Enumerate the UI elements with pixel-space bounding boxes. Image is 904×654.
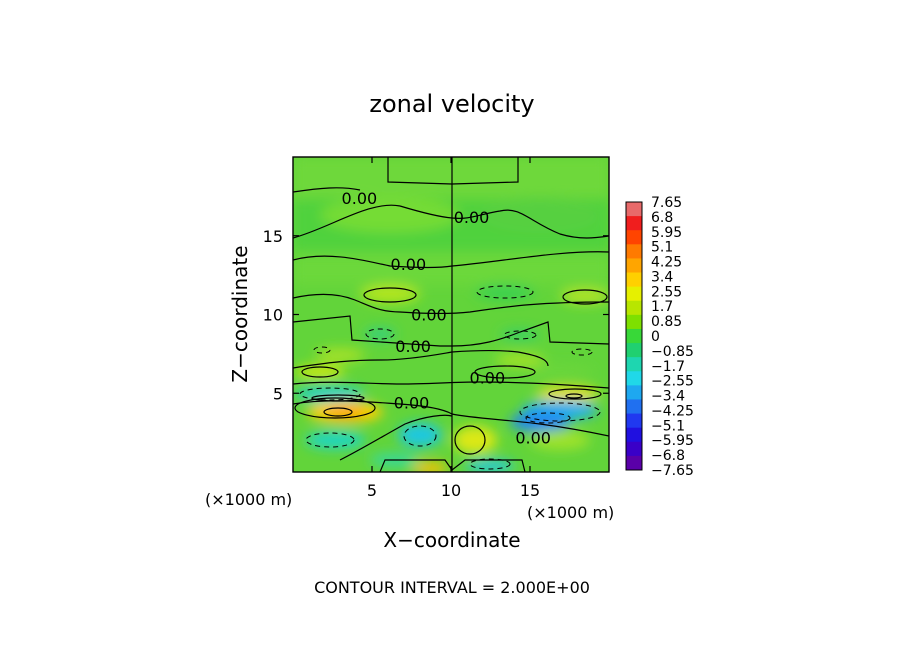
colorbar-label-6: 2.55 — [651, 284, 682, 300]
colorbar-label-18: −7.65 — [651, 463, 694, 479]
contour-label-1: 0.00 — [454, 208, 490, 227]
colorbar-label-15: −5.1 — [651, 418, 685, 434]
colorbar-swatch-4 — [626, 258, 642, 274]
colorbar: 7.656.85.955.14.253.42.551.70.850−0.85−1… — [625, 195, 694, 479]
x-unit-right: (×1000 m) — [527, 503, 614, 522]
colorbar-label-1: 6.8 — [651, 210, 673, 226]
colorbar-swatch-7 — [626, 300, 642, 316]
negative-contours — [299, 285, 601, 470]
contour-label-0: 0.00 — [342, 189, 378, 208]
colorbar-label-9: 0 — [651, 329, 660, 345]
y-tick-label-0: 5 — [273, 384, 283, 403]
colorbar-swatch-9 — [626, 328, 642, 344]
colorbar-label-12: −2.55 — [651, 374, 694, 390]
colorbar-label-0: 7.65 — [651, 195, 682, 211]
colorbar-label-8: 0.85 — [651, 314, 682, 330]
plot-area: 0.00 0.00 0.00 0.00 0.00 0.00 0.00 0.00 — [293, 157, 609, 472]
colorbar-swatch-3 — [626, 244, 642, 259]
contour-label-2: 0.00 — [391, 255, 427, 274]
velocity-field — [293, 157, 609, 472]
colorbar-swatch-12 — [626, 371, 642, 386]
chart-title: zonal velocity — [369, 90, 534, 118]
x-tick-label-2: 15 — [520, 481, 540, 500]
colorbar-swatch-16 — [626, 427, 642, 443]
contour-label-6: 0.00 — [394, 394, 430, 413]
colorbar-label-17: −6.8 — [651, 448, 685, 464]
colorbar-frame — [625, 201, 643, 471]
contour-label-3: 0.00 — [411, 306, 447, 325]
colorbar-swatch-5 — [626, 272, 642, 288]
colorbar-label-4: 4.25 — [651, 255, 682, 271]
y-axis-label: Z−coordinate — [228, 245, 252, 382]
colorbar-label-13: −3.4 — [651, 389, 685, 405]
y-tick-label-1: 10 — [263, 306, 283, 325]
colorbar-swatch-14 — [626, 399, 642, 415]
contour-interval-footer: CONTOUR INTERVAL = 2.000E+00 — [314, 578, 590, 597]
colorbar-swatch-10 — [626, 343, 642, 358]
contour-label-5: 0.00 — [470, 369, 506, 388]
colorbar-swatch-11 — [626, 357, 642, 372]
colorbar-label-3: 5.1 — [651, 240, 673, 256]
y-tick-label-2: 15 — [263, 227, 283, 246]
x-ticks: 5 10 15 — [367, 157, 540, 500]
colorbar-label-7: 1.7 — [651, 299, 673, 315]
contour-label-4: 0.00 — [395, 337, 431, 356]
colorbar-label-5: 3.4 — [651, 269, 673, 285]
colorbar-swatch-0 — [626, 202, 642, 217]
colorbar-swatch-13 — [626, 385, 642, 400]
contour-label-7: 0.00 — [515, 428, 551, 447]
colorbar-swatch-6 — [626, 286, 642, 302]
x-tick-label-0: 5 — [367, 481, 377, 500]
colorbar-label-11: −1.7 — [651, 359, 685, 375]
colorbar-swatch-18 — [626, 455, 642, 471]
colorbar-label-16: −5.95 — [651, 433, 694, 449]
contour-labels: 0.00 0.00 0.00 0.00 0.00 0.00 0.00 0.00 — [342, 189, 551, 447]
colorbar-label-10: −0.85 — [651, 344, 694, 360]
colorbar-swatch-1 — [626, 216, 642, 231]
x-tick-label-1: 10 — [441, 481, 461, 500]
colorbar-swatch-15 — [626, 413, 642, 429]
colorbar-swatch-17 — [626, 441, 642, 457]
colorbar-swatch-2 — [626, 230, 642, 245]
y-ticks: 5 10 15 — [263, 227, 609, 403]
colorbar-swatch-8 — [626, 314, 642, 330]
contour-lines — [293, 157, 609, 472]
colorbar-label-14: −4.25 — [651, 403, 694, 419]
x-unit-left: (×1000 m) — [205, 490, 292, 509]
colorbar-label-2: 5.95 — [651, 225, 682, 241]
x-axis-label: X−coordinate — [383, 528, 520, 552]
